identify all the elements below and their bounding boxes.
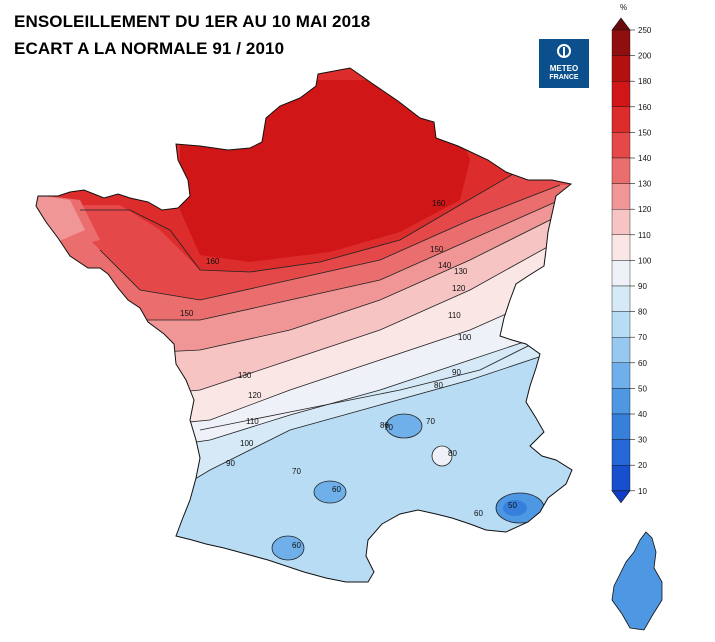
legend-swatch	[611, 260, 631, 287]
contour-label: 60	[332, 485, 341, 494]
contour-label: 160	[432, 199, 446, 208]
legend-swatch	[611, 388, 631, 415]
contour-lines	[36, 169, 561, 561]
legend-swatch	[611, 106, 631, 133]
meteo-france-icon	[557, 44, 571, 58]
legend-tick-label: 10	[638, 487, 647, 496]
contour-label: 80	[434, 381, 443, 390]
legend-swatch	[611, 234, 631, 261]
contour-label: 80	[448, 449, 457, 458]
contour-label: 70	[426, 417, 435, 426]
contour-label: 70	[384, 423, 393, 432]
legend-tick-label: 140	[638, 154, 652, 163]
france-outline	[35, 67, 573, 583]
contour-label: 50	[508, 501, 517, 510]
legend-tick-label: 70	[638, 333, 647, 342]
legend-tick-label: 100	[638, 256, 652, 265]
legend-tick-label: 150	[638, 128, 652, 137]
contour-label: 120	[248, 391, 262, 400]
map-title-line2: ECART A LA NORMALE 91 / 2010	[14, 39, 285, 58]
legend-swatch	[611, 132, 631, 159]
contour-label: 60	[474, 509, 483, 518]
legend-tick-label: 120	[638, 205, 652, 214]
legend-tick-label: 200	[638, 52, 652, 61]
legend-swatch	[611, 413, 631, 440]
legend-unit: %	[620, 3, 627, 12]
contour-label: 140	[438, 261, 452, 270]
legend-tick-label: 180	[638, 77, 652, 86]
legend-swatch	[611, 157, 631, 184]
corsica	[611, 531, 663, 631]
contour-label: 80	[380, 421, 389, 430]
legend-tick-label: 130	[638, 180, 652, 189]
legend-tick-label: 80	[638, 308, 647, 317]
legend-tick-label: 90	[638, 282, 647, 291]
contour-label: 130	[454, 267, 468, 276]
legend-tick-label: 160	[638, 103, 652, 112]
legend-swatch	[611, 208, 631, 235]
legend-tick-label: 60	[638, 359, 647, 368]
contour-label: 130	[238, 371, 252, 380]
legend-tick-label: 110	[638, 231, 651, 240]
meteo-france-logo: METEO FRANCE	[539, 39, 589, 88]
contour-label: 150	[180, 309, 194, 318]
legend-tick-label: 50	[638, 384, 647, 393]
logo-text-line1: METEO	[549, 64, 579, 73]
legend-tick-label: 30	[638, 436, 647, 445]
contour-label: 70	[292, 467, 301, 476]
contour-label: 160	[206, 257, 220, 266]
legend-swatch	[611, 337, 631, 364]
legend-arrow-bottom	[611, 490, 631, 504]
legend-swatch	[611, 362, 631, 389]
legend-swatch	[611, 465, 631, 492]
legend-tick-label: 40	[638, 410, 647, 419]
legend-swatch	[611, 55, 631, 82]
contour-label: 110	[246, 417, 259, 426]
contour-label: 150	[430, 245, 444, 254]
contour-label: 100	[458, 333, 472, 342]
contour-labels: 1601501401301201101009080708090100110120…	[180, 199, 517, 550]
contour-label: 90	[452, 368, 461, 377]
contour-label: 90	[226, 459, 235, 468]
logo-text-line2: FRANCE	[549, 74, 579, 81]
map-title-line1: ENSOLEILLEMENT DU 1ER AU 10 MAI 2018	[14, 12, 371, 31]
legend-swatch	[611, 80, 631, 107]
legend-color-bar: 250 200 180 160 150 140 130 120 110 100 90 80 70 60 50…	[611, 17, 652, 504]
legend-swatch	[611, 183, 631, 210]
legend-swatch	[611, 29, 631, 56]
legend-tick-label: 20	[638, 461, 647, 470]
legend-swatch	[611, 285, 631, 312]
contour-label: 120	[452, 284, 466, 293]
legend-swatch	[611, 439, 631, 466]
contour-label: 60	[292, 541, 301, 550]
legend-swatch	[611, 311, 631, 338]
contour-label: 110	[448, 311, 461, 320]
contour-label: 100	[240, 439, 254, 448]
legend-tick-label: 250	[638, 26, 652, 35]
legend-arrow-top	[611, 17, 631, 31]
